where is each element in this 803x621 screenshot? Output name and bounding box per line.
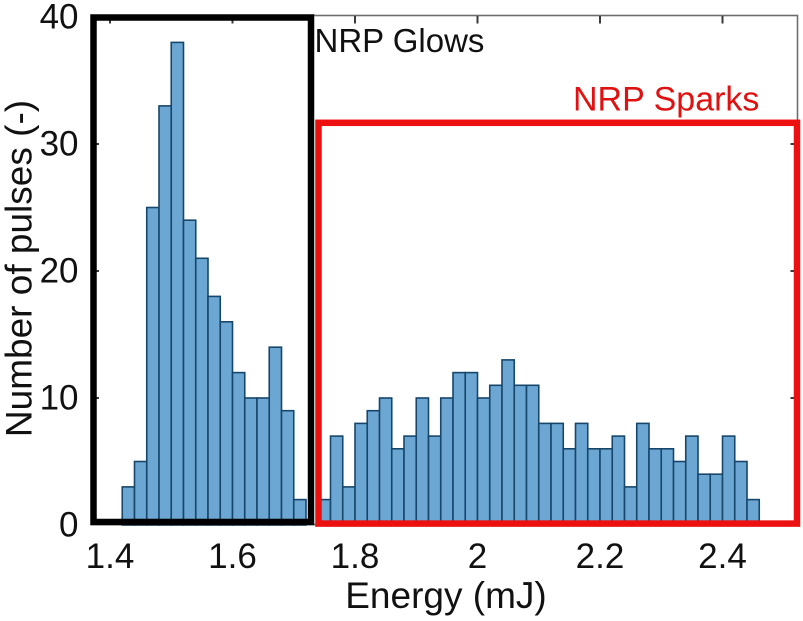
svg-text:10: 10 xyxy=(40,379,79,418)
svg-text:2: 2 xyxy=(468,537,487,576)
svg-text:30: 30 xyxy=(40,125,79,164)
svg-text:1.4: 1.4 xyxy=(86,537,135,576)
svg-text:1.6: 1.6 xyxy=(208,537,257,576)
svg-text:2.4: 2.4 xyxy=(698,537,747,576)
svg-text:NRP Glows: NRP Glows xyxy=(315,22,485,59)
svg-text:NRP Sparks: NRP Sparks xyxy=(573,81,759,119)
svg-text:1.8: 1.8 xyxy=(331,537,380,576)
svg-text:40: 40 xyxy=(40,0,79,37)
svg-text:Energy (mJ): Energy (mJ) xyxy=(345,575,546,616)
svg-text:Number of pulses (-): Number of pulses (-) xyxy=(0,100,40,437)
svg-text:2.2: 2.2 xyxy=(576,537,625,576)
svg-text:0: 0 xyxy=(59,506,78,545)
svg-text:20: 20 xyxy=(40,252,79,291)
